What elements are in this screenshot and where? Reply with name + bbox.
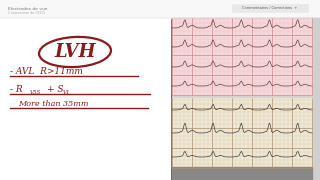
Bar xyxy=(0,0,320,18)
Bar xyxy=(232,4,308,12)
Text: - R: - R xyxy=(10,86,23,94)
Bar xyxy=(172,18,312,95)
Text: More than 35mm: More than 35mm xyxy=(18,100,89,108)
Text: Commentaires / Corrections  +: Commentaires / Corrections + xyxy=(242,6,298,10)
Text: LVH: LVH xyxy=(54,43,96,61)
Text: Connexions de l'ECG: Connexions de l'ECG xyxy=(8,11,45,15)
Text: V1: V1 xyxy=(63,90,70,95)
Text: V5S: V5S xyxy=(30,90,41,95)
Text: - AVL  R>11mm: - AVL R>11mm xyxy=(10,68,83,76)
Bar xyxy=(172,167,312,180)
Text: Electrodes de vue: Electrodes de vue xyxy=(8,7,47,11)
Bar xyxy=(172,98,312,168)
Bar xyxy=(172,18,320,180)
Text: + S: + S xyxy=(47,86,63,94)
Bar xyxy=(0,18,170,180)
